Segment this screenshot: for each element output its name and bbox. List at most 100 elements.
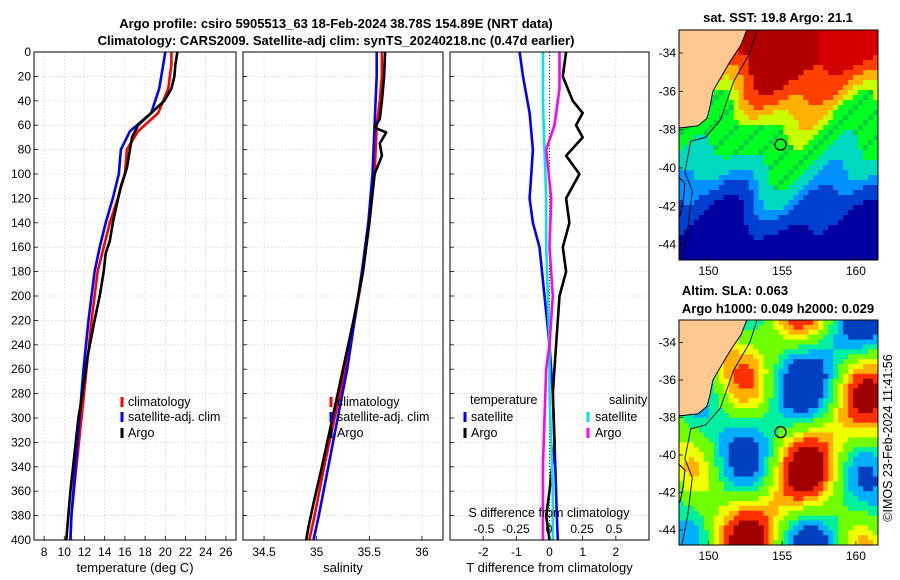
map-cell (873, 491, 878, 497)
map-cell (838, 110, 844, 116)
map-cell (828, 215, 834, 221)
map-cell (873, 510, 878, 517)
map-cell (803, 456, 809, 463)
map-cell (758, 378, 765, 385)
map-cell (763, 334, 770, 341)
map-cell (848, 120, 854, 126)
map-cell (773, 110, 780, 116)
map-cell (679, 190, 685, 196)
map-cell (873, 150, 878, 156)
map-cell (783, 225, 790, 231)
map-cell (868, 135, 874, 141)
map-cell (768, 185, 775, 191)
map-cell (788, 461, 795, 468)
map-cell (758, 344, 765, 350)
map-cell (798, 125, 804, 131)
map-cell (813, 393, 819, 399)
map-cell (773, 45, 780, 51)
map-cell (793, 403, 799, 409)
map-cell (788, 185, 795, 191)
map-cell (873, 452, 878, 458)
map-cell (788, 95, 795, 101)
map-cell (853, 135, 859, 141)
map-cell (808, 65, 814, 71)
map-cell (783, 515, 790, 522)
map-cell (838, 412, 844, 419)
map-cell (858, 70, 864, 76)
map-cell (758, 245, 765, 251)
map-cell (718, 412, 725, 419)
map-cell (778, 364, 785, 370)
map-cell (853, 383, 859, 390)
map-cell (703, 125, 710, 131)
map-cell (718, 461, 725, 468)
map-cell (713, 520, 720, 527)
map-cell (738, 175, 745, 181)
map-cell (738, 466, 745, 473)
map-cell (773, 135, 780, 141)
map-cell (758, 364, 765, 370)
map-cell (718, 505, 725, 512)
map-cell (703, 520, 710, 527)
map-cell (738, 339, 745, 346)
x-tick-label: 0 (546, 545, 553, 559)
map-cell (848, 500, 854, 507)
map-cell (783, 373, 790, 380)
map-cell (873, 100, 878, 106)
map-cell (698, 481, 705, 487)
map-cell (778, 165, 785, 171)
map-cell (728, 432, 735, 438)
map-cell (853, 155, 859, 161)
map-cell (763, 210, 770, 216)
map-cell (708, 190, 715, 196)
map-cell (763, 125, 770, 131)
map-cell (778, 510, 785, 517)
map-cell (843, 408, 849, 414)
x-tick-label: 18 (138, 545, 152, 559)
map-cell (713, 170, 720, 176)
map-cell (723, 130, 730, 136)
map-cell (828, 481, 834, 487)
map-cell (679, 135, 685, 141)
map-cell (723, 250, 730, 256)
map-cell (818, 364, 824, 370)
map-cell (783, 100, 790, 106)
map-cell (778, 125, 785, 131)
map-cell (723, 150, 730, 156)
y-tick-label: 300 (11, 411, 31, 425)
map-cell (688, 491, 695, 497)
map-cell (703, 422, 710, 429)
map-cell (858, 190, 864, 196)
map-cell (718, 476, 725, 483)
map-cell (688, 437, 695, 443)
map-cell (783, 35, 790, 41)
map-cell (773, 170, 780, 176)
map-cell (788, 364, 795, 370)
map-cell (763, 70, 770, 76)
y-tick-label: 260 (11, 362, 31, 376)
map-cell (853, 486, 859, 492)
map-cell (748, 447, 755, 453)
map-cell (753, 50, 760, 56)
map-cell (793, 324, 799, 331)
map-cell (768, 373, 775, 380)
map-cell (868, 324, 874, 331)
map-cell (713, 105, 720, 111)
map-cell (873, 175, 878, 181)
map-cell (843, 105, 849, 111)
map-cell (748, 160, 755, 166)
map-cell (763, 422, 770, 429)
map-cell (763, 95, 770, 101)
map-cell (783, 520, 790, 527)
map-cell (728, 393, 735, 399)
axes-frame (242, 51, 444, 541)
map-cell (798, 496, 804, 502)
map-cell (698, 476, 705, 483)
map-cell (848, 535, 854, 541)
s-tick-4: 0.25 (570, 522, 594, 536)
map-cell (708, 496, 715, 502)
map-cell (803, 95, 809, 101)
map-cell (793, 135, 799, 141)
y-tick-label: 240 (11, 338, 31, 352)
map-cell (743, 185, 750, 191)
